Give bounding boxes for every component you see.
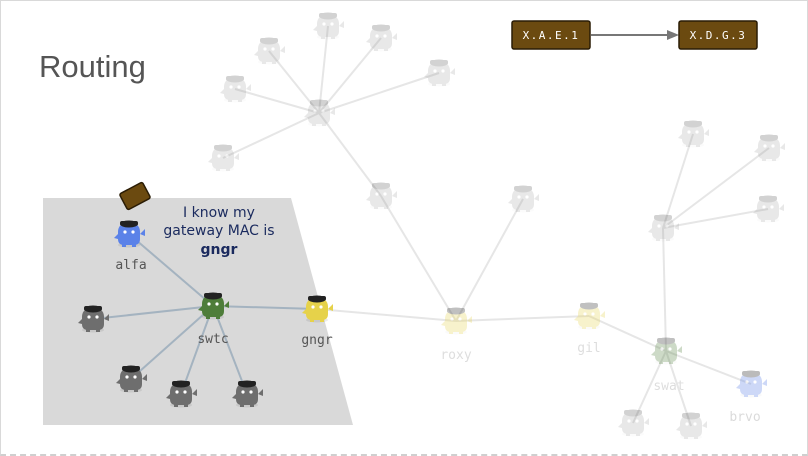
- local-network-region: [43, 198, 353, 425]
- callout-line-2: gateway MAC is: [163, 223, 274, 239]
- host-alfa: alfa: [114, 220, 147, 273]
- host-brvo: brvo: [729, 370, 767, 425]
- source-address-box: [511, 20, 591, 50]
- host-swtc: swtc: [197, 292, 229, 347]
- host-label-alfa: alfa: [115, 258, 146, 273]
- host-label-gngr: gngr: [301, 333, 332, 348]
- frame-header: X.A.E.1 X.D.G.3: [511, 20, 758, 50]
- gateway-callout: I know my gateway MAC is gngr: [163, 205, 274, 258]
- host-gil: gil: [574, 302, 605, 356]
- slide-title: Routing: [39, 49, 146, 84]
- source-address: X.A.E.1: [523, 29, 580, 42]
- host-label-swtc: swtc: [197, 332, 228, 347]
- callout-line-1: I know my: [183, 205, 255, 221]
- callout-line-3: gngr: [201, 242, 238, 258]
- host-label-brvo: brvo: [729, 410, 760, 425]
- frame-arrow-head: [667, 30, 679, 40]
- host-label-roxy: roxy: [440, 348, 471, 363]
- host-gngr: gngr: [301, 295, 333, 348]
- destination-address-box: [678, 20, 758, 50]
- local-links: [92, 233, 318, 395]
- packet-icon: [119, 181, 151, 211]
- host-roxy: roxy: [440, 307, 472, 363]
- destination-address: X.D.G.3: [690, 29, 747, 42]
- host-swat: swat: [651, 337, 685, 394]
- host-label-swat: swat: [653, 379, 684, 394]
- host-label-gil: gil: [577, 341, 600, 356]
- background-links: [222, 25, 770, 427]
